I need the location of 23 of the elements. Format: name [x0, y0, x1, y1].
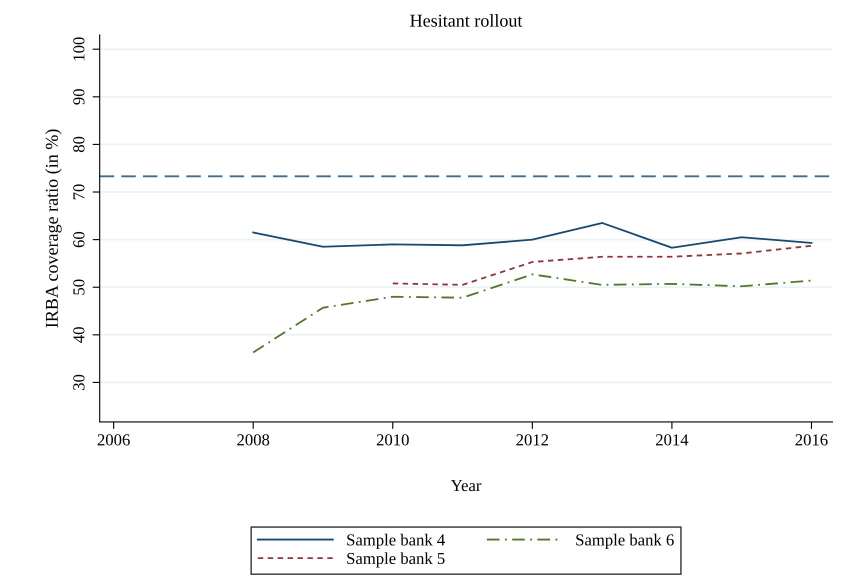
y-tick-label: 60 [73, 232, 84, 248]
chart-title: Hesitant rollout [410, 14, 522, 27]
y-tick-label: 100 [73, 37, 84, 60]
x-tick-label: 2010 [376, 434, 409, 446]
y-tick-label: 50 [73, 280, 84, 295]
x-axis-title: Year [450, 480, 482, 492]
y-tick-label: 30 [73, 374, 84, 390]
y-tick-label: 40 [73, 327, 84, 343]
x-tick-label: 2014 [656, 434, 688, 446]
x-tick-label: 2008 [237, 434, 270, 446]
y-tick-label: 70 [73, 184, 84, 200]
y-axis-title: IRBA coverage ratio (in %) [45, 129, 62, 328]
legend-label: Sample bank 5 [347, 552, 445, 568]
y-tick-label: 80 [73, 136, 84, 152]
line-series [252, 222, 812, 249]
legend-label: Sample bank 6 [576, 534, 674, 549]
line-series [392, 244, 812, 286]
x-tick-label: 2016 [796, 434, 828, 446]
x-tick-label: 2012 [516, 434, 548, 446]
x-tick-label: 2006 [98, 434, 130, 446]
legend-label: Sample bank 4 [347, 534, 445, 549]
line-series [252, 273, 812, 354]
y-tick-label: 90 [73, 89, 84, 105]
